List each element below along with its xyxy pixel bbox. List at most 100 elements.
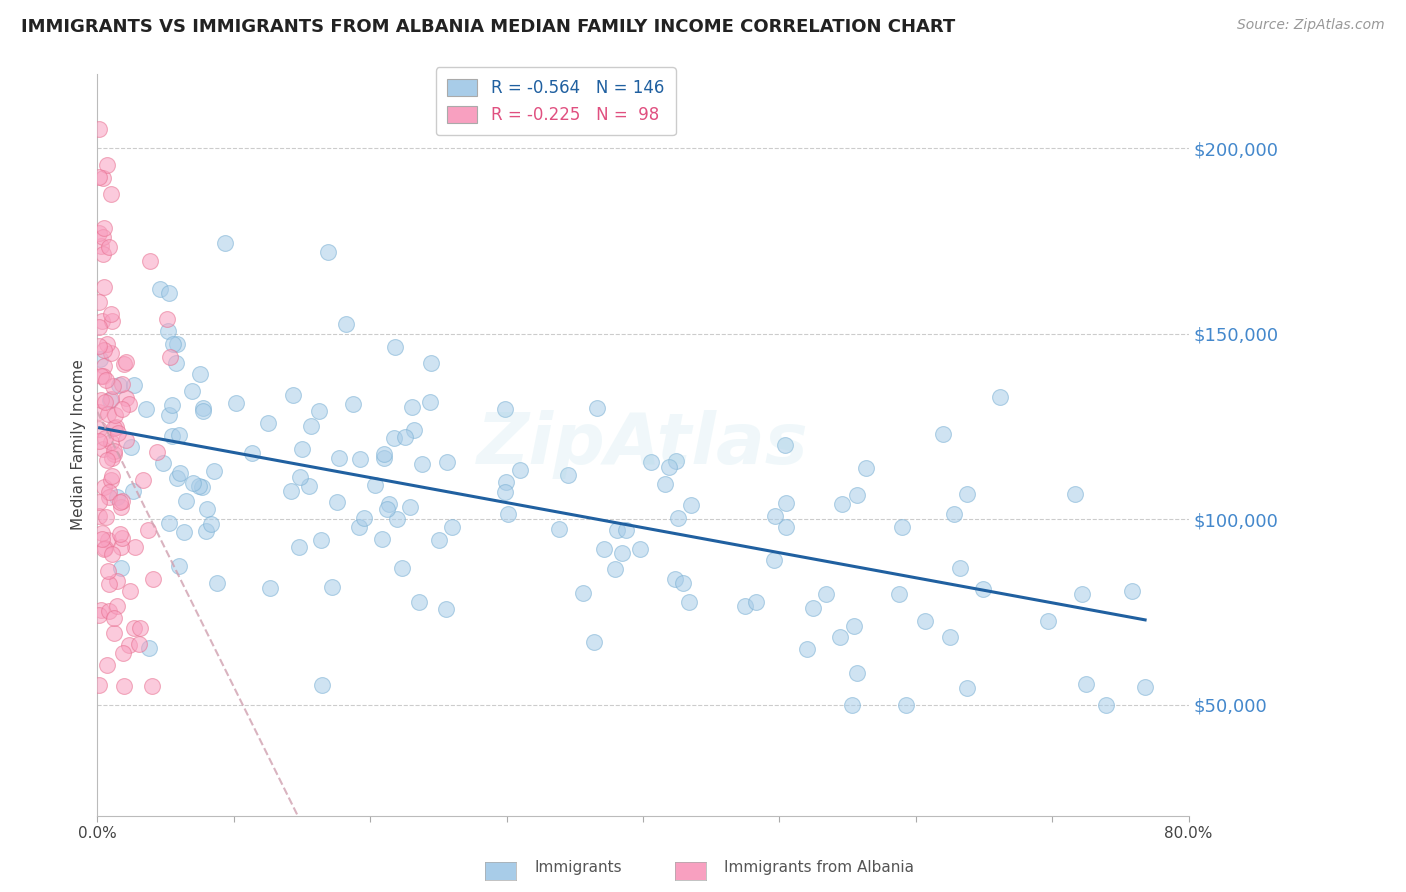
Point [111, 494, 134, 508]
Point [311, 678, 333, 692]
Text: Immigrants from Albania: Immigrants from Albania [724, 861, 914, 875]
Point [100, 473, 122, 487]
Point [371, 532, 394, 546]
Point [103, 443, 125, 458]
Point [605, 523, 627, 537]
Point [156, 324, 179, 338]
Point [110, 561, 132, 575]
Point [157, 409, 180, 423]
Point [1063, 487, 1085, 501]
Point [375, 502, 398, 516]
Point [96, 658, 118, 673]
Point [678, 595, 700, 609]
Point [129, 621, 152, 635]
Point [335, 317, 357, 331]
Point [87, 608, 110, 623]
Point [138, 640, 160, 655]
Point [191, 401, 214, 416]
Point [122, 377, 145, 392]
Point [1076, 677, 1098, 691]
Point [101, 379, 124, 393]
Point [572, 586, 595, 600]
Point [101, 314, 124, 328]
Point [152, 456, 174, 470]
Point [105, 420, 128, 434]
Point [111, 402, 134, 417]
Point [956, 487, 979, 501]
Point [135, 402, 157, 417]
Point [373, 447, 395, 461]
Point [103, 625, 125, 640]
Point [91, 442, 114, 456]
Point [547, 522, 569, 536]
Point [1036, 614, 1059, 628]
Point [93, 359, 115, 373]
Point [225, 396, 247, 410]
Point [894, 698, 917, 712]
Point [309, 533, 332, 547]
Point [93, 343, 115, 357]
Point [855, 461, 877, 475]
Point [87, 422, 110, 436]
Point [494, 401, 516, 416]
Point [914, 614, 936, 628]
Point [96, 453, 118, 467]
Point [845, 488, 868, 502]
Point [87, 338, 110, 352]
Point [94, 395, 117, 409]
Point [112, 679, 135, 693]
Point [91, 246, 114, 260]
Point [762, 552, 785, 566]
Point [169, 428, 191, 442]
Point [398, 500, 420, 515]
Point [734, 599, 756, 613]
Point [165, 356, 187, 370]
Point [557, 467, 579, 482]
Point [110, 540, 132, 554]
Point [87, 495, 110, 509]
Point [291, 442, 314, 457]
Point [108, 494, 131, 508]
Point [108, 526, 131, 541]
Point [429, 533, 451, 547]
Point [603, 561, 626, 575]
Point [149, 282, 172, 296]
Point [90, 238, 112, 252]
Point [1133, 680, 1156, 694]
Point [654, 476, 676, 491]
Point [180, 384, 202, 398]
Point [174, 494, 197, 508]
Point [205, 575, 228, 590]
Point [796, 641, 818, 656]
Point [364, 478, 387, 492]
Point [932, 427, 955, 442]
Point [586, 401, 609, 415]
Point [385, 511, 408, 525]
Point [640, 455, 662, 469]
Point [118, 397, 141, 411]
Point [87, 405, 110, 419]
Point [97, 407, 120, 421]
Point [132, 473, 155, 487]
Point [100, 392, 122, 406]
Point [110, 531, 132, 545]
Point [815, 587, 838, 601]
Point [87, 121, 110, 136]
Point [159, 350, 181, 364]
Point [98, 577, 121, 591]
Point [434, 602, 457, 616]
Point [101, 468, 124, 483]
Point [257, 416, 280, 430]
Point [419, 395, 441, 409]
Point [408, 595, 430, 609]
Point [112, 646, 135, 660]
Point [96, 336, 118, 351]
Point [139, 254, 162, 268]
Point [100, 306, 122, 320]
Point [103, 420, 125, 434]
Point [93, 541, 115, 556]
Point [90, 603, 112, 617]
Point [160, 398, 183, 412]
Point [316, 245, 339, 260]
Point [1095, 698, 1118, 712]
